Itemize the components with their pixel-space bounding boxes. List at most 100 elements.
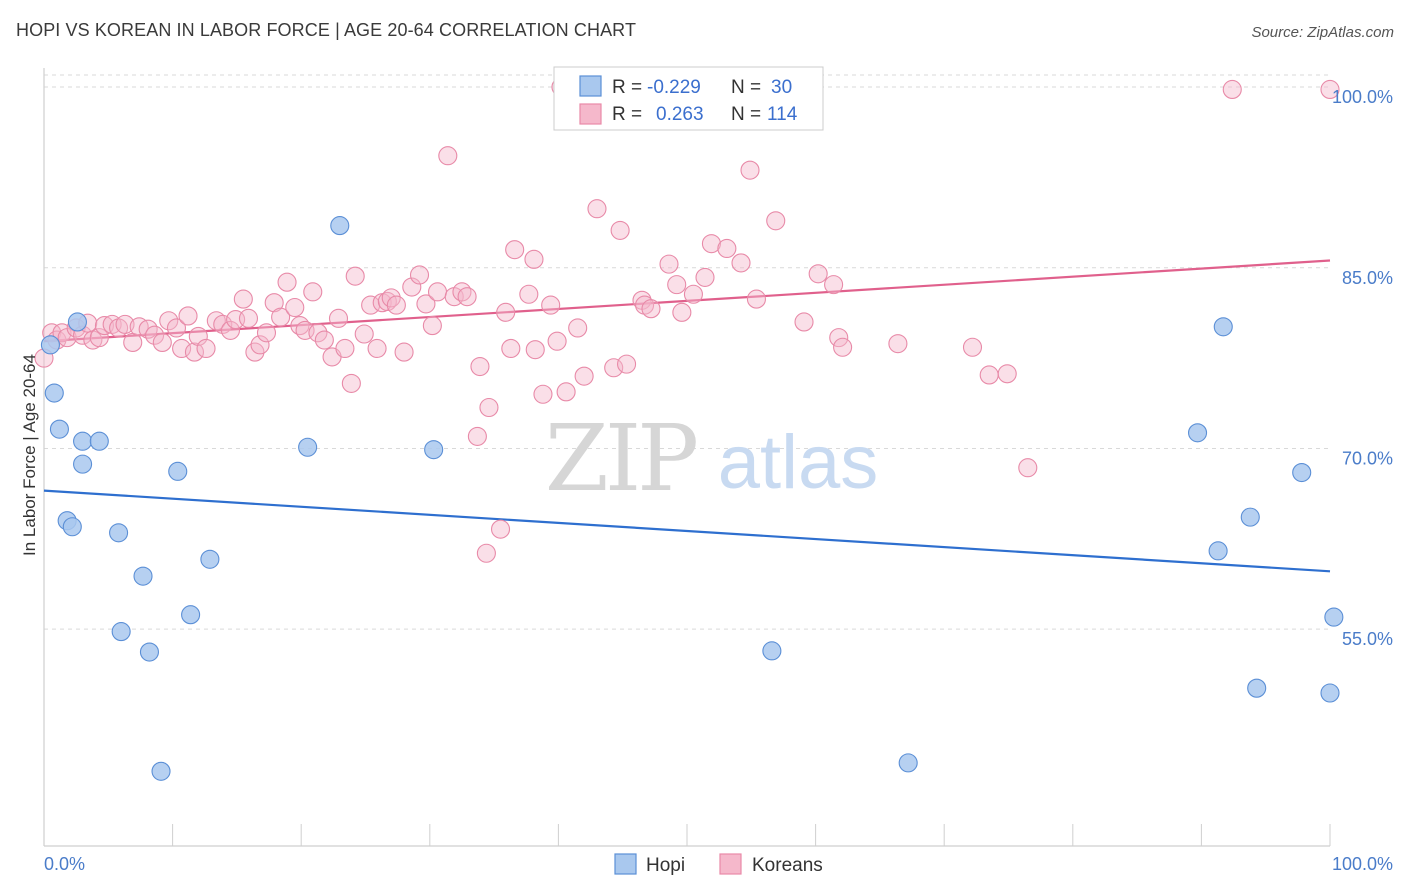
hopi-point — [44, 383, 64, 403]
hopi-point — [49, 419, 69, 439]
korean-point — [188, 326, 208, 346]
hopi-point — [1324, 607, 1344, 627]
data-points — [34, 77, 1344, 781]
legend-koreans-swatch — [719, 853, 742, 875]
source-credit: Source: ZipAtlas.com — [1251, 24, 1394, 41]
korean-point — [979, 365, 999, 385]
korean-point — [617, 354, 637, 374]
hopi-swatch — [579, 75, 602, 97]
korean-point — [794, 312, 814, 332]
korean-point — [610, 220, 630, 240]
korean-point — [115, 314, 135, 334]
axes — [43, 68, 1331, 847]
hopi-point — [1292, 462, 1312, 483]
korean-point — [574, 366, 594, 386]
korean-point — [233, 289, 253, 309]
korean-point — [184, 342, 205, 362]
hopi-point — [762, 641, 782, 661]
korean-point — [524, 249, 544, 269]
korean-point — [178, 306, 198, 326]
hopi-point — [151, 761, 171, 781]
korean-point — [427, 282, 448, 302]
korean-point — [402, 277, 422, 297]
korean-point — [541, 295, 561, 315]
korean-point — [94, 316, 114, 336]
hopi-point — [1247, 678, 1267, 698]
korean-point — [271, 307, 291, 327]
korean-point — [438, 146, 458, 166]
korean-point — [467, 426, 487, 446]
korean-point — [997, 364, 1017, 384]
korean-point — [683, 284, 703, 304]
hopi-point — [139, 642, 160, 662]
korean-point — [635, 295, 655, 315]
korean-r-value: 0.263 — [656, 104, 704, 125]
korean-point — [250, 335, 270, 355]
korean-point — [345, 266, 365, 286]
korean-point — [808, 264, 828, 284]
korean-point — [672, 302, 692, 322]
hopi-point — [89, 431, 109, 451]
hopi-point — [40, 335, 60, 355]
korean-point — [1018, 458, 1038, 478]
korean-point — [833, 337, 853, 357]
watermark: ZIP atlas — [545, 405, 878, 512]
korean-point — [367, 338, 387, 359]
hopi-point — [424, 440, 444, 460]
korean-point — [220, 320, 241, 340]
korean-point — [1222, 79, 1242, 100]
korean-point — [701, 234, 721, 254]
watermark-atlas: atlas — [718, 420, 879, 505]
korean-point — [328, 308, 349, 328]
hopi-point — [73, 454, 93, 474]
legend: Hopi Koreans — [614, 853, 823, 876]
y-tick-label: 55.0% — [1342, 629, 1393, 649]
korean-point — [285, 297, 305, 318]
y-tick-label: 70.0% — [1342, 448, 1393, 468]
korean-point — [547, 331, 567, 351]
korean-point — [962, 337, 983, 357]
gridlines — [44, 74, 1330, 630]
stats-box: R = -0.229 N = 30 R = 0.263 N = 114 — [553, 66, 824, 131]
hopi-r-label: R = — [612, 77, 642, 98]
hopi-point — [1213, 317, 1233, 337]
korean-point — [824, 275, 844, 295]
hopi-point — [133, 566, 153, 586]
korean-point — [659, 254, 679, 274]
korean-n-value: 114 — [767, 104, 798, 125]
hopi-point — [330, 216, 350, 236]
korean-point — [256, 323, 277, 343]
korean-point — [277, 272, 297, 292]
korean-point — [501, 338, 521, 359]
y-tick-labels: 55.0% 70.0% 85.0% 100.0% — [1332, 87, 1393, 649]
korean-point — [394, 342, 414, 362]
korean-point — [587, 199, 607, 219]
korean-point — [457, 287, 477, 307]
hopi-point — [111, 622, 131, 642]
korean-point — [314, 330, 334, 350]
korean-point — [829, 328, 849, 348]
korean-point — [341, 373, 361, 393]
korean-point — [888, 334, 908, 354]
korean-point — [740, 160, 760, 180]
korean-point — [604, 358, 624, 378]
korean-point — [746, 289, 766, 309]
korean-swatch — [579, 103, 602, 125]
korean-point — [667, 275, 687, 295]
korean-point — [717, 238, 737, 259]
y-axis-title: In Labor Force | Age 20-64 — [20, 354, 39, 556]
hopi-point — [73, 431, 93, 451]
korean-point — [213, 314, 233, 334]
hopi-n-value: 30 — [771, 77, 792, 98]
korean-point — [479, 397, 499, 418]
korean-point — [641, 299, 661, 319]
korean-point — [166, 318, 187, 338]
korean-point — [159, 311, 179, 331]
hopi-point — [898, 753, 918, 773]
korean-point — [731, 253, 751, 273]
korean-point — [519, 284, 539, 304]
korean-point — [505, 240, 525, 260]
korean-point — [335, 338, 355, 359]
korean-point — [556, 382, 576, 402]
